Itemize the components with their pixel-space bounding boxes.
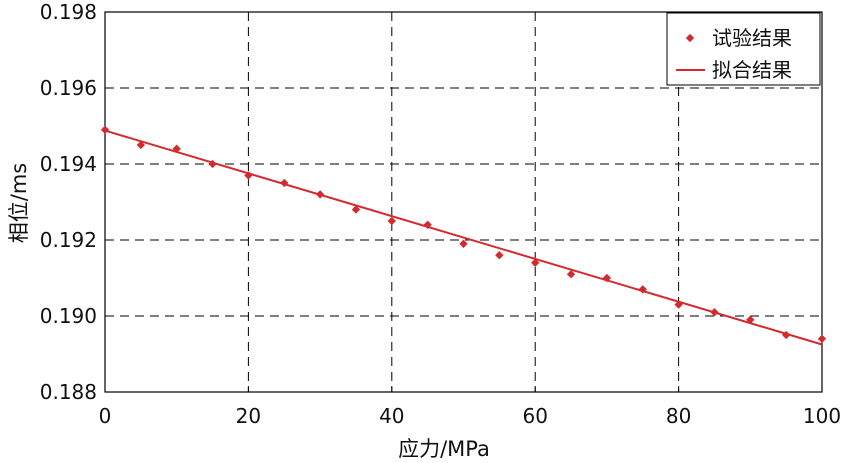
data-point [280,178,289,188]
data-point [602,273,612,283]
x-tick-label: 60 [522,404,547,428]
data-point [208,159,217,169]
data-point [817,334,827,343]
data-point [100,125,110,134]
data-point [638,285,647,294]
legend-marker-diamond [685,33,695,43]
data-point [710,308,719,317]
data-point [172,144,181,153]
y-axis-label: 相位/ms [7,163,31,243]
x-tick-label: 80 [666,404,691,428]
legend-box [666,12,821,86]
data-point [244,171,253,180]
data-point [746,315,755,324]
y-tick-label: 0.190 [40,304,97,328]
y-tick-label: 0.188 [40,380,97,404]
fit-line [104,129,823,346]
data-point [351,205,361,214]
data-point [387,216,396,226]
legend-label-experiment: 试验结果 [712,26,792,50]
series [100,125,827,346]
legend: 试验结果 拟合结果 [666,12,821,86]
data-point [531,258,540,267]
x-tick-label: 100 [803,404,841,428]
legend-label-fit: 拟合结果 [712,58,792,82]
data-point [459,239,468,248]
y-tick-label: 0.192 [40,228,97,252]
x-tick-label: 0 [99,404,112,428]
x-tick-label: 20 [236,404,261,428]
data-point [136,140,146,150]
data-point [674,300,683,309]
y-tick-label: 0.194 [40,152,97,176]
data-point [781,330,791,340]
x-tick-label: 40 [379,404,404,428]
data-point [495,251,504,260]
axis-ticks: 0 20 40 60 80 100 0.188 0.190 0.192 0.194 0.196 0.1… [40,0,841,428]
x-axis-label: 应力/MPa [398,437,490,461]
plot-area-frame [104,11,823,393]
data-point [315,190,325,199]
y-tick-label: 0.196 [40,76,97,100]
data-point [566,270,576,279]
data-point [423,220,432,229]
legend-marker-experiment [685,33,695,43]
y-tick-label: 0.198 [40,0,97,24]
